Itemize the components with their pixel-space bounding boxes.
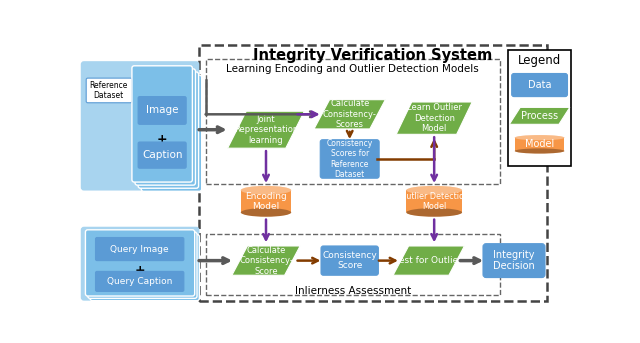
Text: Joint
Representation
learning: Joint Representation learning <box>234 115 298 145</box>
Ellipse shape <box>241 208 291 217</box>
Text: Consistency
Scores for
Reference
Dataset: Consistency Scores for Reference Dataset <box>326 139 373 179</box>
Ellipse shape <box>515 135 564 140</box>
Ellipse shape <box>515 149 564 154</box>
FancyBboxPatch shape <box>483 244 545 277</box>
Bar <box>241 190 291 212</box>
Text: Calculate
Consistency-
Score: Calculate Consistency- Score <box>239 246 293 275</box>
Ellipse shape <box>241 186 291 194</box>
Ellipse shape <box>406 208 462 217</box>
Text: Integrity
Decision: Integrity Decision <box>493 250 535 271</box>
FancyBboxPatch shape <box>138 142 186 168</box>
Text: Consistency
Score: Consistency Score <box>323 251 377 270</box>
Text: Data: Data <box>528 80 551 90</box>
Text: Query Caption: Query Caption <box>107 277 172 286</box>
Text: Model: Model <box>525 139 554 149</box>
FancyBboxPatch shape <box>95 271 184 292</box>
FancyBboxPatch shape <box>88 232 197 298</box>
Text: +: + <box>157 133 168 146</box>
Ellipse shape <box>241 208 291 217</box>
Ellipse shape <box>515 149 564 154</box>
FancyBboxPatch shape <box>138 97 186 124</box>
FancyBboxPatch shape <box>86 78 132 103</box>
Text: +: + <box>134 264 145 277</box>
Text: Encoding
Model: Encoding Model <box>245 192 287 211</box>
FancyBboxPatch shape <box>320 140 379 178</box>
Polygon shape <box>393 246 465 275</box>
FancyBboxPatch shape <box>141 75 202 191</box>
Polygon shape <box>232 246 300 275</box>
FancyBboxPatch shape <box>81 227 199 301</box>
FancyBboxPatch shape <box>85 230 195 296</box>
FancyBboxPatch shape <box>132 66 193 182</box>
Ellipse shape <box>406 186 462 194</box>
Text: Image: Image <box>146 105 179 116</box>
FancyBboxPatch shape <box>511 73 568 97</box>
Text: Calculate
Consistency-
Scores: Calculate Consistency- Scores <box>323 99 376 129</box>
Text: Outlier Detection
Model: Outlier Detection Model <box>399 192 468 211</box>
Text: Learning Encoding and Outlier Detection Models: Learning Encoding and Outlier Detection … <box>227 64 479 74</box>
Text: Reference
Dataset: Reference Dataset <box>90 81 128 100</box>
FancyBboxPatch shape <box>81 61 199 191</box>
FancyBboxPatch shape <box>138 72 198 188</box>
Ellipse shape <box>241 186 291 194</box>
FancyBboxPatch shape <box>95 237 184 261</box>
FancyBboxPatch shape <box>508 50 572 166</box>
Text: Process: Process <box>521 111 558 121</box>
Text: Caption: Caption <box>142 150 182 160</box>
FancyBboxPatch shape <box>135 69 195 185</box>
Text: Inlierness Assessment: Inlierness Assessment <box>294 286 411 296</box>
Text: Learn Outlier
Detection
Model: Learn Outlier Detection Model <box>406 103 461 133</box>
Ellipse shape <box>406 208 462 217</box>
Text: Legend: Legend <box>518 54 561 67</box>
Polygon shape <box>396 102 472 134</box>
FancyBboxPatch shape <box>321 246 378 275</box>
Text: Test for Outlier: Test for Outlier <box>396 256 462 265</box>
Ellipse shape <box>406 186 462 194</box>
Text: Integrity Verification System: Integrity Verification System <box>253 48 493 63</box>
Bar <box>406 190 462 212</box>
FancyBboxPatch shape <box>90 234 199 301</box>
Polygon shape <box>509 107 570 124</box>
Polygon shape <box>228 111 305 148</box>
Ellipse shape <box>515 135 564 140</box>
Bar <box>515 138 564 151</box>
Polygon shape <box>314 100 385 129</box>
Text: Query Image: Query Image <box>110 245 169 253</box>
